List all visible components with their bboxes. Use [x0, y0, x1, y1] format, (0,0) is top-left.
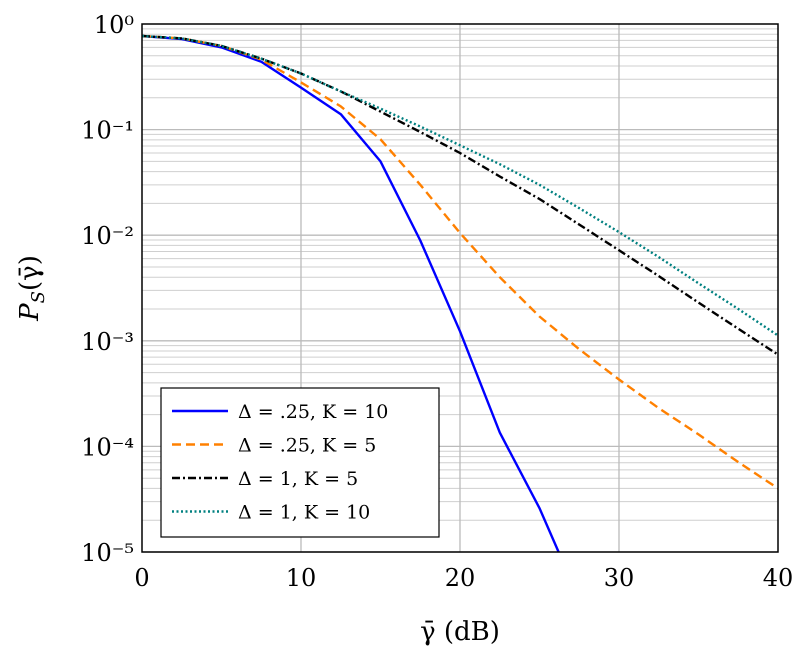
y-tick-label: 10⁻¹	[81, 117, 134, 145]
x-tick-label: 0	[134, 564, 149, 592]
x-tick-label: 30	[604, 564, 635, 592]
legend-entry-label: Δ = 1, K = 5	[238, 468, 358, 490]
y-tick-label: 10⁻²	[81, 222, 134, 250]
legend-entry-label: Δ = .25, K = 10	[238, 401, 388, 423]
series-lines	[141, 34, 779, 553]
y-axis-label: PS(γ̄)	[15, 255, 49, 322]
y-tick-label: 10⁻³	[81, 328, 134, 356]
x-axis-label: γ̄ (dB)	[420, 617, 500, 647]
y-tick-label: 10⁰	[94, 11, 134, 39]
y-axis: 10⁰ 10⁻¹ 10⁻² 10⁻³ 10⁻⁴ 10⁻⁵	[81, 11, 134, 567]
x-tick-label: 20	[445, 564, 476, 592]
legend: Δ = .25, K = 10 Δ = .25, K = 5 Δ = 1, K = …	[160, 387, 440, 538]
series-line-1	[141, 34, 560, 553]
legend-box	[160, 387, 440, 538]
legend-entry-label: Δ = .25, K = 5	[238, 435, 376, 457]
series-line-4	[141, 34, 779, 337]
y-tick-label: 10⁻⁴	[81, 433, 134, 461]
y-tick-label: 10⁻⁵	[81, 539, 134, 567]
x-tick-label: 40	[763, 564, 794, 592]
x-axis: 0 10 20 30 40	[134, 564, 793, 592]
plot-frame	[141, 23, 779, 553]
x-tick-label: 10	[286, 564, 317, 592]
legend-entry-label: Δ = 1, K = 10	[238, 502, 370, 524]
